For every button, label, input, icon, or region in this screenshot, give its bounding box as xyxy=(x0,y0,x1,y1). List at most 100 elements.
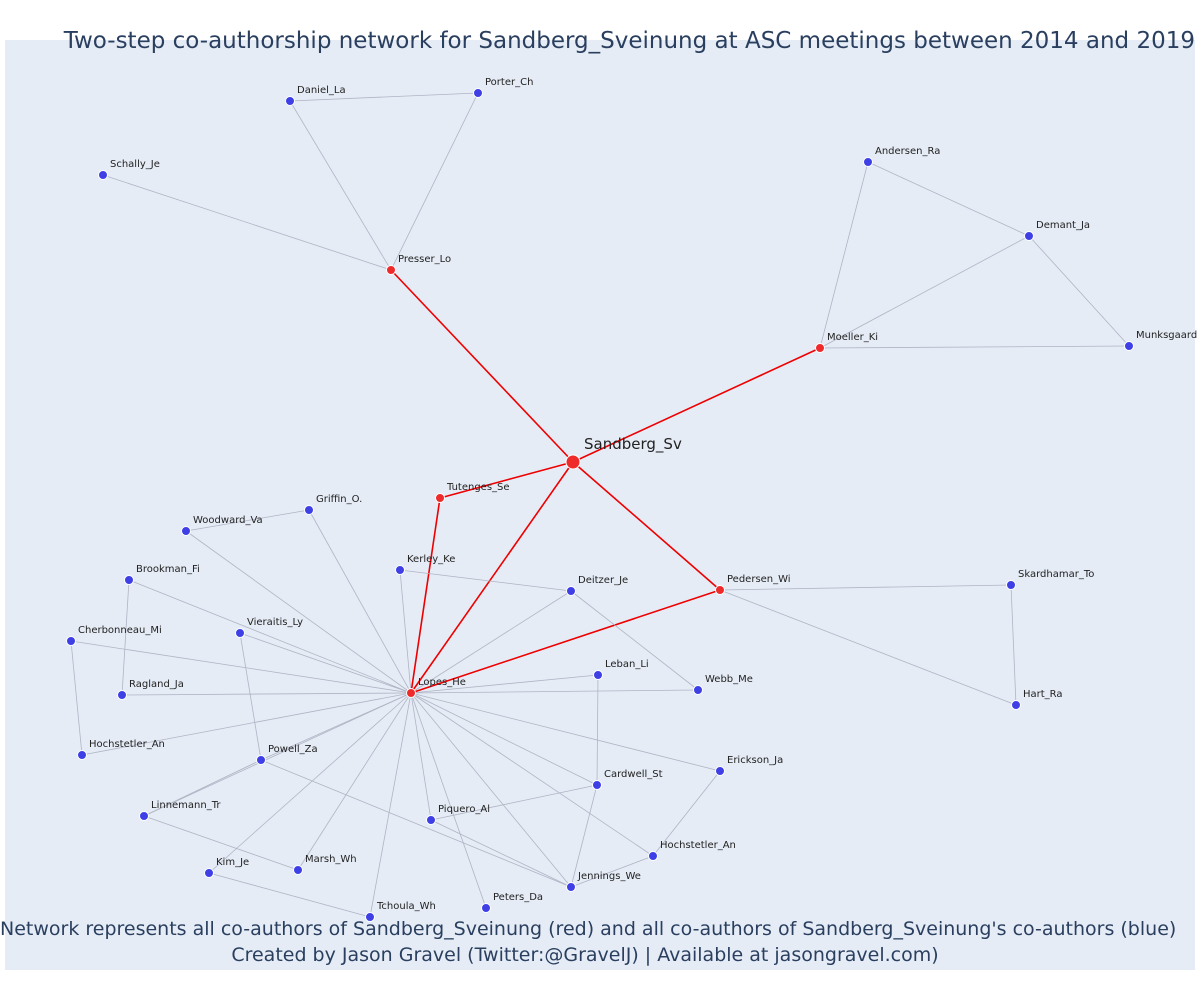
edge-sandberg-sv-lopes-he xyxy=(410,461,574,694)
node-marker[interactable] xyxy=(98,170,108,180)
node-ragland-ja[interactable]: Ragland_Ja xyxy=(117,679,184,700)
node-marker[interactable] xyxy=(1124,341,1134,351)
node-marker[interactable] xyxy=(1011,700,1021,710)
node-kim-je[interactable]: Kim_Je xyxy=(204,857,250,878)
node-marker[interactable] xyxy=(365,912,375,922)
node-marker[interactable] xyxy=(648,851,658,861)
edge-powell-za-jennings-we xyxy=(260,759,572,888)
node-cherbonneau-mi[interactable]: Cherbonneau_Mi xyxy=(66,625,162,646)
node-sandberg-sv[interactable]: Sandberg_Sv xyxy=(565,435,682,470)
edge-presser-lo-schally-je xyxy=(102,174,392,271)
node-label: Kim_Je xyxy=(216,857,249,868)
node-marker[interactable] xyxy=(139,811,149,821)
node-hochstetler-an[interactable]: Hochstetler_An xyxy=(77,739,165,760)
node-marker[interactable] xyxy=(77,750,87,760)
node-marker[interactable] xyxy=(863,157,873,167)
node-tchoula-wh[interactable]: Tchoula_Wh xyxy=(365,901,436,922)
node-skardhamar-to[interactable]: Skardhamar_To xyxy=(1006,569,1095,590)
node-marker[interactable] xyxy=(592,780,602,790)
node-marker[interactable] xyxy=(715,766,725,776)
footer-credit: Created by Jason Gravel (Twitter:@Gravel… xyxy=(231,944,939,966)
node-woodward-va[interactable]: Woodward_Va xyxy=(181,515,263,536)
edge-piquero-al-jennings-we xyxy=(430,819,572,888)
node-cardwell-st[interactable]: Cardwell_St xyxy=(592,769,663,790)
node-label: Presser_Lo xyxy=(398,254,451,265)
edge-lopes-he-leban-li xyxy=(410,674,599,694)
node-marker[interactable] xyxy=(566,882,576,892)
node-webb-me[interactable]: Webb_Me xyxy=(693,674,753,695)
node-marker[interactable] xyxy=(435,493,445,503)
node-marker[interactable] xyxy=(566,586,576,596)
node-marker[interactable] xyxy=(473,88,483,98)
node-daniel-la[interactable]: Daniel_La xyxy=(285,85,346,106)
node-marker[interactable] xyxy=(715,585,725,595)
footer-caption: Network represents all co-authors of San… xyxy=(0,918,1177,940)
node-marker[interactable] xyxy=(406,688,416,698)
node-jennings-we[interactable]: Jennings_We xyxy=(566,871,641,892)
node-demant-ja[interactable]: Demant_Ja xyxy=(1024,220,1091,241)
edge-moeller-ki-demant-ja xyxy=(819,235,1030,349)
node-marker[interactable] xyxy=(386,265,396,275)
edge-lopes-he-deitzer-je xyxy=(410,590,572,694)
node-marker[interactable] xyxy=(593,670,603,680)
node-presser-lo[interactable]: Presser_Lo xyxy=(386,254,452,275)
node-marker[interactable] xyxy=(235,628,245,638)
node-label: Woodward_Va xyxy=(193,515,263,526)
node-munksgaard[interactable]: Munksgaard xyxy=(1124,330,1198,351)
node-vieraitis-ly[interactable]: Vieraitis_Ly xyxy=(235,617,304,638)
node-andersen-ra[interactable]: Andersen_Ra xyxy=(863,146,941,167)
node-marker[interactable] xyxy=(66,636,76,646)
node-label: Tchoula_Wh xyxy=(376,901,436,912)
node-kerley-ke[interactable]: Kerley_Ke xyxy=(395,554,456,575)
edge-lopes-he-webb-me xyxy=(410,689,699,694)
edge-kim-je-tchoula-wh xyxy=(208,872,371,918)
node-label: Hochstetler_An xyxy=(660,840,736,851)
node-moeller-ki[interactable]: Moeller_Ki xyxy=(815,332,879,353)
edges-layer xyxy=(70,92,1130,918)
edge-erickson-ja-hochstetler-an-2 xyxy=(652,770,721,857)
node-tutenges-se[interactable]: Tutenges_Se xyxy=(435,482,510,503)
node-marker[interactable] xyxy=(426,815,436,825)
node-marker[interactable] xyxy=(1006,580,1016,590)
node-marker[interactable] xyxy=(124,575,134,585)
edge-deitzer-je-webb-me xyxy=(570,590,699,691)
node-label: Kerley_Ke xyxy=(407,554,455,565)
node-leban-li[interactable]: Leban_Li xyxy=(593,659,649,680)
node-label: Jennings_We xyxy=(577,871,641,882)
node-schally-je[interactable]: Schally_Je xyxy=(98,159,160,180)
edge-demant-ja-munksgaard xyxy=(1028,235,1130,347)
node-griffin-o[interactable]: Griffin_O. xyxy=(304,494,363,515)
node-linnemann-tr[interactable]: Linnemann_Tr xyxy=(139,800,222,821)
node-porter-ch[interactable]: Porter_Ch xyxy=(473,77,534,98)
node-marker[interactable] xyxy=(256,755,266,765)
node-marker[interactable] xyxy=(565,454,581,470)
node-marker[interactable] xyxy=(117,690,127,700)
node-marker[interactable] xyxy=(304,505,314,515)
node-marker[interactable] xyxy=(204,868,214,878)
edge-lopes-he-piquero-al xyxy=(410,692,432,821)
edge-lopes-he-ragland-ja xyxy=(121,692,412,696)
node-hart-ra[interactable]: Hart_Ra xyxy=(1011,689,1063,710)
node-marker[interactable] xyxy=(693,685,703,695)
node-powell-za[interactable]: Powell_Za xyxy=(256,744,318,765)
edge-tutenges-se-lopes-he xyxy=(410,497,441,694)
node-erickson-ja[interactable]: Erickson_Ja xyxy=(715,755,784,776)
node-marker[interactable] xyxy=(815,343,825,353)
node-pedersen-wi[interactable]: Pedersen_Wi xyxy=(715,574,791,595)
node-marker[interactable] xyxy=(285,96,295,106)
node-marker[interactable] xyxy=(293,865,303,875)
node-peters-da[interactable]: Peters_Da xyxy=(481,892,544,913)
node-hochstetler-an-2[interactable]: Hochstetler_An xyxy=(648,840,736,861)
node-marsh-wh[interactable]: Marsh_Wh xyxy=(293,854,357,875)
node-marker[interactable] xyxy=(181,526,191,536)
edge-cardwell-st-piquero-al xyxy=(430,784,598,821)
node-piquero-al[interactable]: Piquero_Al xyxy=(426,804,491,825)
node-marker[interactable] xyxy=(395,565,405,575)
node-brookman-fi[interactable]: Brookman_Fi xyxy=(124,564,200,585)
node-lopes-he[interactable]: Lopes_He xyxy=(406,677,466,698)
edge-lopes-he-griffin-o xyxy=(308,509,412,694)
node-deitzer-je[interactable]: Deitzer_Je xyxy=(566,575,629,596)
edge-kerley-ke-deitzer-je xyxy=(399,569,572,592)
node-marker[interactable] xyxy=(1024,231,1034,241)
node-marker[interactable] xyxy=(481,903,491,913)
